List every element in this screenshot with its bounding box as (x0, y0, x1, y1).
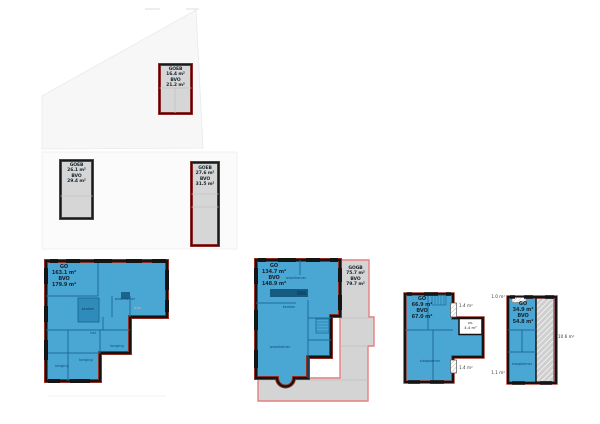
wall-piers (510, 295, 554, 385)
bvo-value: 179.9 m² (51, 282, 77, 289)
annex-gogb-label: GOGB 75.7 m² BVO 79.7 m² (342, 266, 369, 288)
bvo-label: BVO (268, 275, 280, 282)
ground-floor-left-label: GO 163.1 m² BVO 179.9 m² (46, 264, 82, 288)
ground-floor-middle-plan[interactable] (254, 258, 342, 389)
shaft-hatch-top (450, 302, 457, 318)
interior-walls (405, 294, 453, 382)
area-type: GO (518, 301, 528, 307)
shaft-hatch-bottom (450, 359, 457, 374)
terrace-area-annotation: 10.6 m² (558, 334, 575, 339)
room-label-living: woonkamer (114, 297, 136, 301)
room-label-hall: hal (90, 331, 96, 335)
terrace-hatch (536, 299, 553, 381)
kitchen-counter (270, 289, 308, 297)
interior-walls (46, 261, 131, 381)
bvo-value: 79.7 m² (346, 282, 365, 288)
area-type: GOEB (69, 163, 84, 168)
bvo-value: 67.0 m² (411, 314, 433, 321)
shaft-area-annotation: 1.1 m² (491, 370, 505, 375)
bvo-label: BVO (170, 77, 181, 83)
void-label: vv. 4.4 m² (459, 320, 482, 330)
room-label-kitchen: keuken (282, 305, 296, 309)
area-value: 66.9 m² (411, 302, 433, 309)
stairs (315, 318, 330, 334)
room-label-living: woonkamer (285, 276, 307, 280)
area-type: GO (269, 263, 279, 269)
void-abbrev: vv. (467, 320, 474, 325)
bvo-value: 21.2 m² (166, 83, 185, 89)
area-value: 75.7 m² (346, 271, 365, 277)
wall-piers (254, 258, 342, 368)
area-type: GO (417, 296, 427, 302)
interior-walls (508, 329, 536, 353)
garden-label: tuin (134, 306, 141, 310)
area-value: 134.7 m² (261, 269, 287, 276)
bvo-value: 148.9 m² (261, 281, 287, 288)
kitchen-island (297, 291, 306, 295)
bvo-value: 29.4 m² (67, 179, 86, 185)
ground-floor-middle-label: GO 134.7 m² BVO 148.9 m² (256, 263, 292, 287)
ground-floor-left-plan[interactable] (44, 259, 169, 383)
stairs (431, 294, 447, 306)
wall-piers (407, 292, 451, 384)
wall-piers (44, 259, 169, 383)
outbuilding-left-plan[interactable] (59, 159, 94, 220)
kitchen-room (77, 297, 100, 323)
area-value: 163.1 m² (51, 270, 77, 277)
bvo-label: BVO (517, 313, 529, 320)
top-floor-plan[interactable] (506, 295, 558, 385)
kitchen-unit (121, 292, 130, 299)
outbuilding-right-plan[interactable] (190, 161, 220, 247)
shaft-area-annotation: 1.4 m² (459, 365, 473, 370)
room-label-bedroom: slaapkamer (511, 362, 533, 366)
first-floor-plan[interactable] (403, 292, 485, 384)
outbuilding-left-label: GOEB 26.1 m² BVO 29.4 m² (60, 163, 93, 185)
bvo-label: BVO (71, 173, 82, 179)
room-label-bedroom: slaapkamer (419, 359, 441, 363)
area-value: 26.1 m² (67, 168, 86, 174)
void-room (458, 317, 483, 336)
area-value: 27.6 m² (195, 171, 215, 177)
bvo-value: 31.5 m² (195, 182, 215, 188)
room-label-storage: berging (110, 344, 124, 348)
bvo-label: BVO (58, 276, 70, 283)
interior-walls (256, 260, 331, 378)
room-label-storage: berging (55, 364, 69, 368)
bvo-label: BVO (199, 176, 211, 182)
outbuilding-right-label: GOEB 27.6 m² BVO 31.5 m² (191, 166, 219, 188)
area-type: GOEB (198, 166, 212, 171)
room-label-storage: berging (79, 358, 93, 362)
room-label-living: woonkamer (269, 345, 291, 349)
shaft-area-annotation: 1.0 m² (491, 294, 505, 299)
bvo-label: BVO (350, 276, 361, 282)
first-floor-label: GO 66.9 m² BVO 67.0 m² (407, 296, 437, 320)
area-value: 16.4 m² (166, 72, 185, 78)
bvo-value: 54.8 m² (512, 319, 534, 326)
top-floor-label: GO 34.9 m² BVO 54.8 m² (509, 301, 537, 325)
room-label-kitchen: keuken (81, 307, 95, 311)
area-value: 34.9 m² (512, 307, 534, 314)
outbuilding-top-plan[interactable] (158, 63, 193, 115)
shaft-hatch-top (511, 297, 527, 303)
outbuilding-top-label: GOEB 16.4 m² BVO 21.2 m² (159, 67, 192, 89)
bvo-label: BVO (416, 308, 428, 315)
shaft-area-annotation: 1.4 m² (459, 303, 473, 308)
void-area-value: 4.4 m² (464, 325, 477, 331)
area-type: GO (59, 264, 69, 270)
area-type: GOEB (168, 67, 183, 72)
area-type: GOGB (348, 266, 363, 271)
